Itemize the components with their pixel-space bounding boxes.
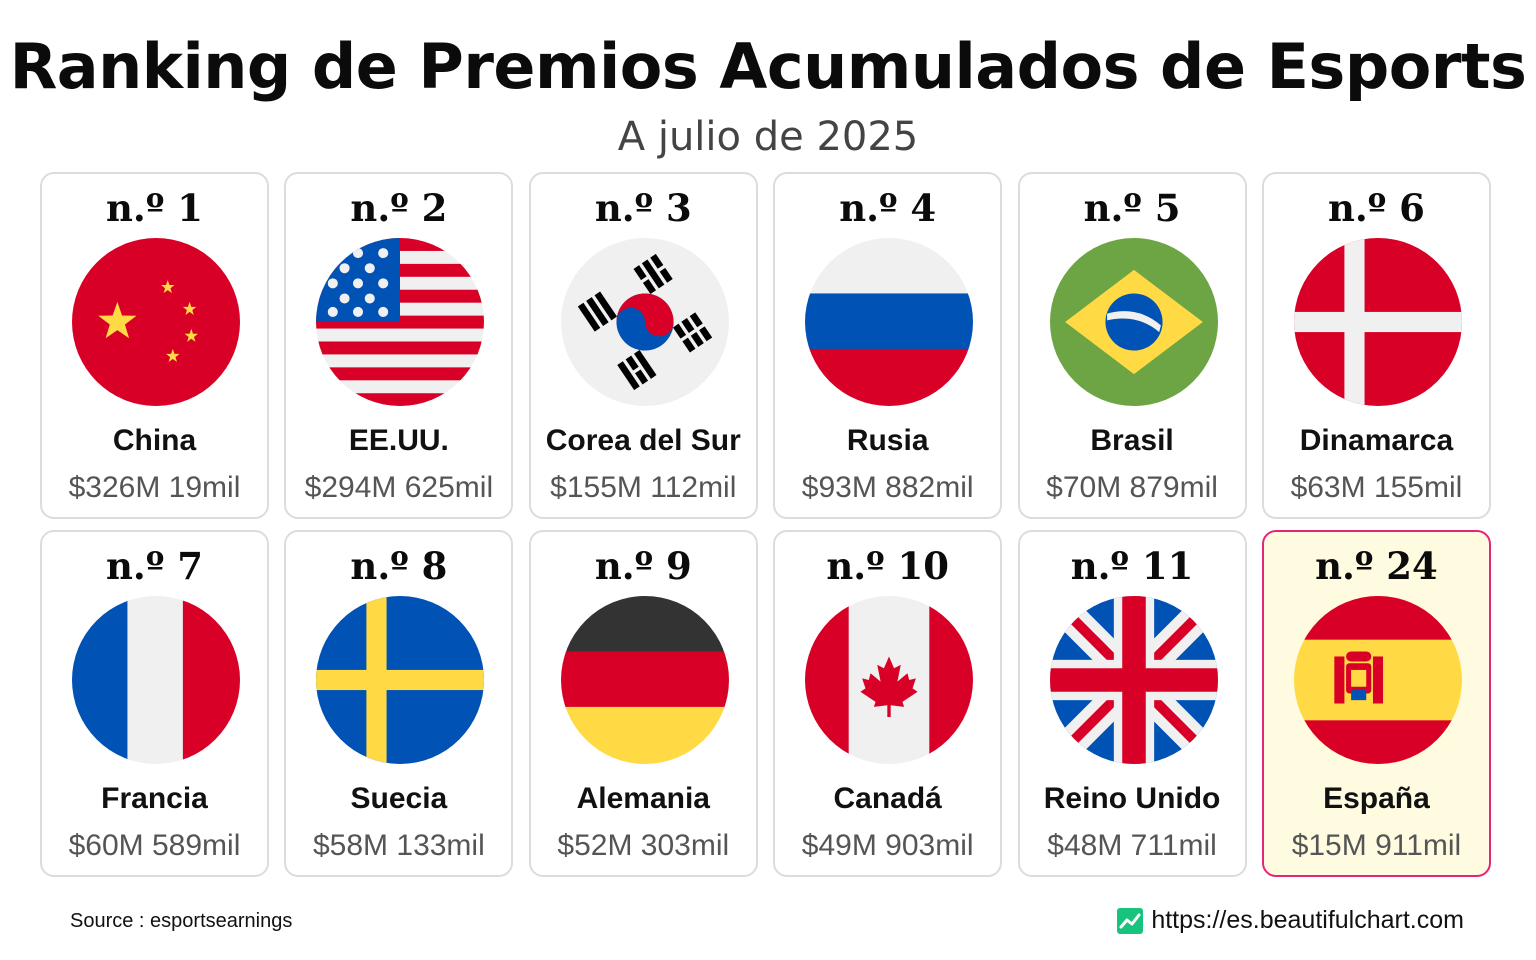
prize-value: $49M 903mil <box>801 829 974 862</box>
prize-value: $15M 911mil <box>1291 829 1462 862</box>
country-name: Dinamarca <box>1299 424 1454 457</box>
russia-flag-icon <box>805 238 974 406</box>
country-name: Canadá <box>833 782 942 815</box>
ranking-card: n.º 5 Brasil $70M 879mil <box>1017 172 1247 519</box>
rank-label: n.º 9 <box>594 544 692 588</box>
uk-flag-icon <box>1049 596 1218 764</box>
rank-label: n.º 5 <box>1083 186 1181 230</box>
country-name: Alemania <box>576 782 710 815</box>
ranking-card-highlighted: n.º 24 España $15M 911mil <box>1261 530 1491 877</box>
prize-value: $48M 711mil <box>1047 829 1217 862</box>
country-name: Corea del Sur <box>545 424 741 457</box>
ranking-card: n.º 8 Suecia $58M 133mil <box>284 530 514 877</box>
rank-label: n.º 6 <box>1327 186 1425 230</box>
prize-value: $70M 879mil <box>1046 471 1218 504</box>
ranking-card: n.º 11 Reino Unido $48M 711mil <box>1017 530 1247 877</box>
south-korea-flag-icon <box>560 238 729 406</box>
ranking-card: n.º 10 Canadá $49M 903mil <box>773 530 1003 877</box>
rank-label: n.º 2 <box>350 186 448 230</box>
website-url[interactable]: https://es.beautifulchart.com <box>1151 906 1464 934</box>
prize-value: $294M 625mil <box>304 471 494 504</box>
rank-label: n.º 3 <box>594 186 692 230</box>
ranking-card: n.º 1 China $326M 19mil <box>40 172 269 519</box>
prize-value: $52M 303mil <box>557 829 730 862</box>
chart-logo-icon <box>1117 907 1144 934</box>
denmark-flag-icon <box>1293 238 1462 406</box>
country-name: Francia <box>101 782 208 815</box>
country-name: EE.UU. <box>348 424 449 457</box>
ranking-card: n.º 3 <box>528 172 758 519</box>
website-credit[interactable]: https://es.beautifulchart.com <box>1117 906 1464 935</box>
sweden-flag-icon <box>316 596 485 764</box>
rank-label: n.º 7 <box>106 544 203 588</box>
prize-value: $326M 19mil <box>68 471 241 504</box>
france-flag-icon <box>72 596 240 764</box>
rank-label: n.º 24 <box>1315 544 1438 588</box>
prize-value: $60M 589mil <box>68 829 241 862</box>
brazil-flag-icon <box>1049 238 1218 406</box>
china-flag-icon <box>72 238 240 406</box>
country-name: Brasil <box>1090 424 1174 457</box>
rank-label: n.º 10 <box>826 544 949 588</box>
ranking-card: n.º 7 Francia $60M 589mil <box>40 530 269 877</box>
ranking-card: n.º 6 Dinamarca $63M 155mil <box>1261 172 1491 519</box>
country-name: Reino Unido <box>1043 782 1221 815</box>
source-note: Source : esportsearnings <box>70 910 293 932</box>
canada-flag-icon <box>805 596 974 764</box>
chart-subtitle: A julio de 2025 <box>617 114 919 160</box>
rank-label: n.º 8 <box>350 544 448 588</box>
ranking-card: n.º 4 Rusia $93M 882mil <box>773 172 1003 519</box>
spain-flag-icon <box>1293 596 1462 764</box>
usa-flag-icon <box>316 238 485 406</box>
prize-value: $58M 133mil <box>313 829 485 862</box>
ranking-grid: n.º 1 China $326M 19mil n.º 2 <box>40 172 1491 877</box>
rank-label: n.º 4 <box>839 186 937 230</box>
prize-value: $155M 112mil <box>550 471 737 504</box>
rank-label: n.º 11 <box>1070 544 1194 588</box>
rank-label: n.º 1 <box>106 186 203 230</box>
country-name: Rusia <box>846 424 929 457</box>
ranking-card: n.º 9 Alemania $52M 303mil <box>528 530 758 877</box>
country-name: China <box>112 424 197 457</box>
ranking-card: n.º 2 <box>284 172 514 519</box>
country-name: España <box>1323 782 1430 815</box>
country-name: Suecia <box>350 782 448 815</box>
chart-title: Ranking de Premios Acumulados de Esports <box>9 30 1527 103</box>
germany-flag-icon <box>560 596 729 764</box>
prize-value: $93M 882mil <box>801 471 974 504</box>
prize-value: $63M 155mil <box>1290 471 1463 504</box>
